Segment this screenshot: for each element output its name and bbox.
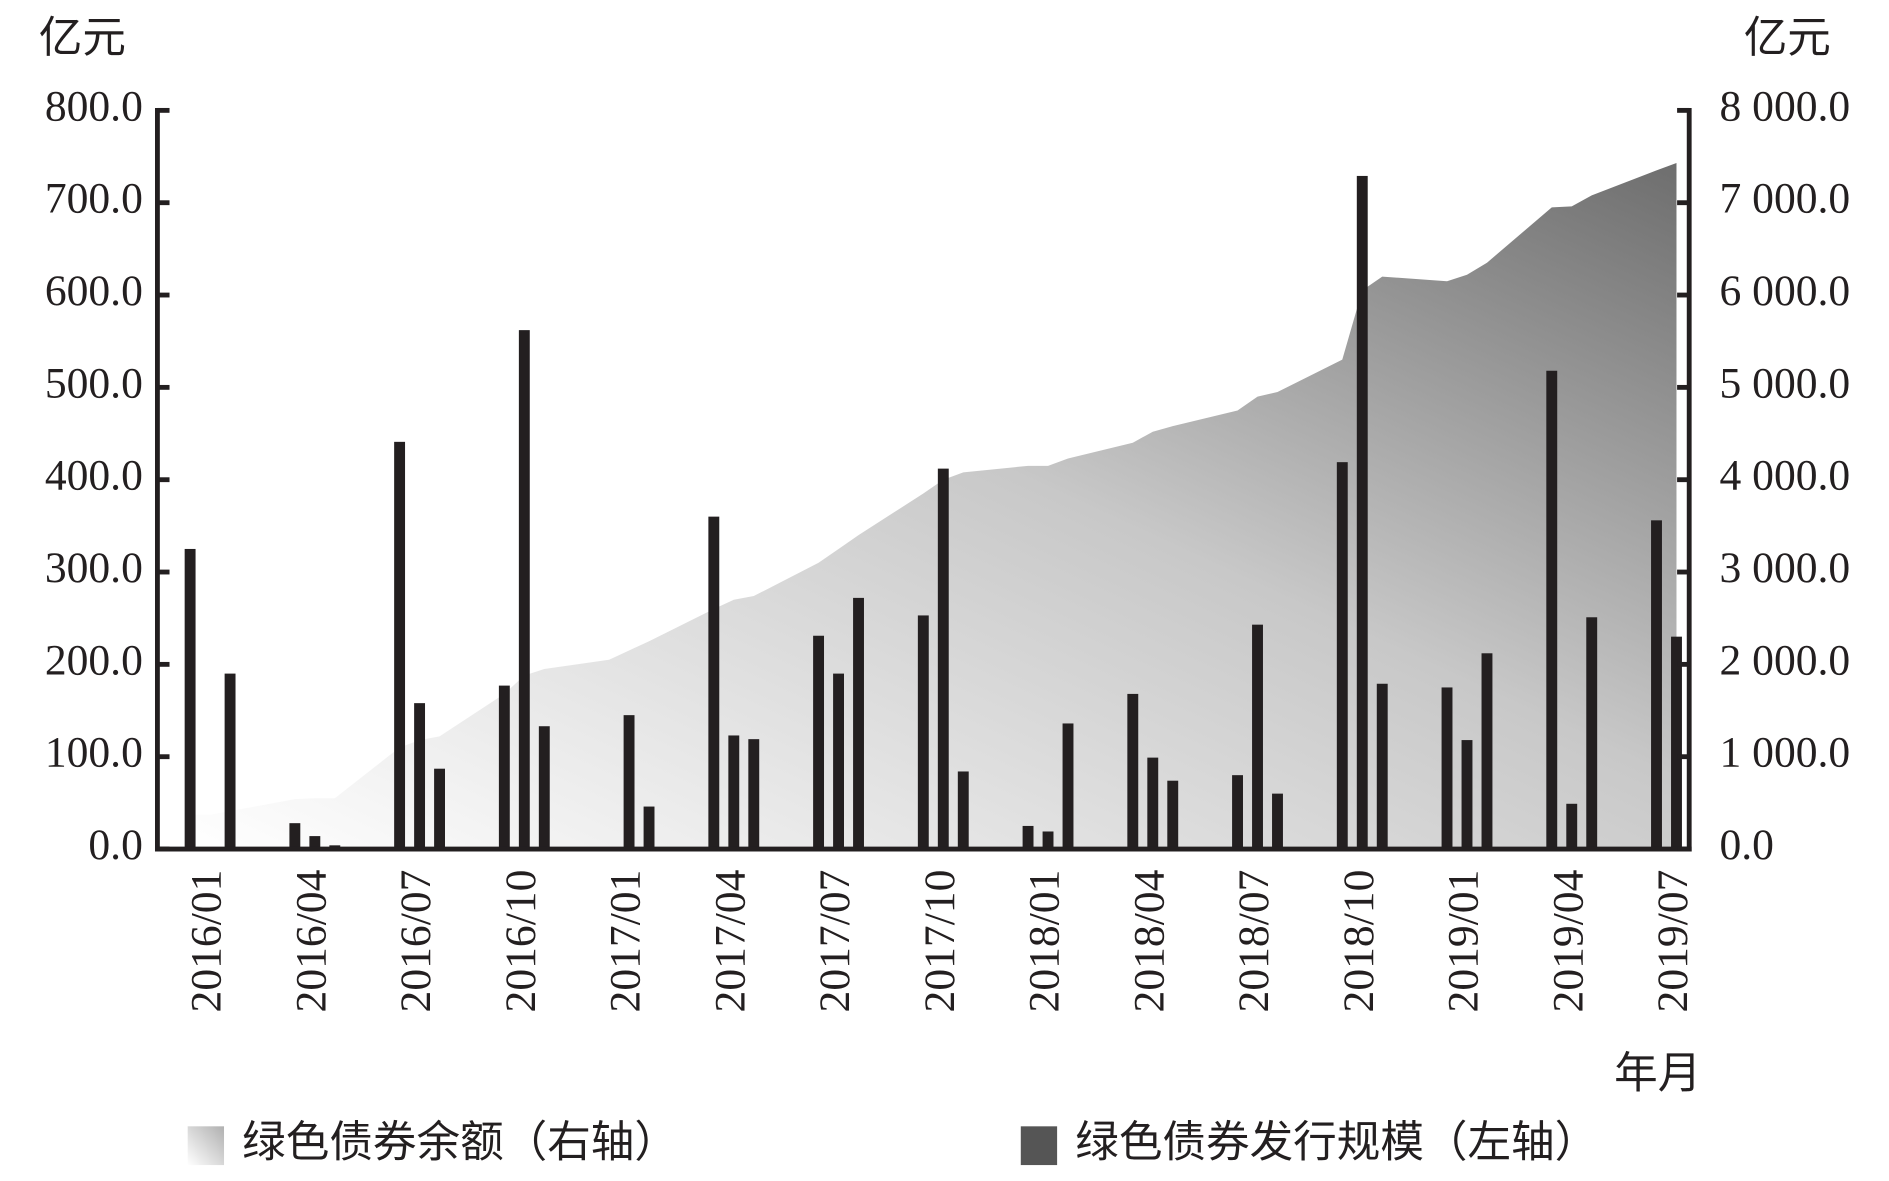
- x-tick-label: 2017/07: [811, 870, 859, 1013]
- bar: [518, 330, 530, 850]
- y2-tick-label: 8 000.0: [1719, 82, 1850, 130]
- x-tick-label: 2016/01: [183, 870, 231, 1013]
- bar: [224, 673, 236, 850]
- y-tick-label: 100.0: [45, 729, 143, 777]
- legend-label: 绿色债券余额（右轴）: [242, 1119, 678, 1167]
- bar: [1651, 520, 1662, 850]
- x-tick-label: 2018/07: [1230, 870, 1278, 1013]
- bar: [1481, 653, 1493, 850]
- y2-axis-label: 亿元: [1744, 15, 1831, 63]
- bar: [1252, 624, 1263, 850]
- bar: [434, 768, 446, 850]
- x-tick-label: 2016/04: [287, 869, 335, 1012]
- bar: [1272, 793, 1283, 850]
- bar: [1022, 825, 1034, 850]
- y-tick-label: 200.0: [45, 636, 143, 684]
- bar: [1461, 740, 1473, 850]
- bar: [1147, 757, 1159, 850]
- y-tick-label: 400.0: [45, 452, 143, 500]
- bar: [833, 673, 844, 850]
- y-tick-label: 700.0: [45, 175, 143, 223]
- bar-layer: [184, 175, 1682, 850]
- x-axis-label: 年月: [1614, 1050, 1701, 1098]
- legend: 绿色债券余额（右轴） 绿色债券发行规模（左轴）: [187, 1119, 1598, 1167]
- bar: [1336, 462, 1348, 850]
- bar: [1127, 693, 1139, 850]
- area-layer: [190, 163, 1677, 850]
- x-tick-label: 2018/04: [1125, 869, 1173, 1012]
- y2-tick-label: 0.0: [1719, 821, 1773, 869]
- bar: [1232, 775, 1243, 850]
- bar: [289, 823, 301, 850]
- legend-swatch: [187, 1126, 225, 1166]
- x-tick-label: 2018/01: [1021, 870, 1069, 1013]
- y-tick-label: 300.0: [45, 544, 143, 592]
- x-tick-label: 2016/07: [392, 870, 440, 1013]
- x-tick-label: 2019/01: [1440, 870, 1488, 1013]
- bar: [957, 771, 969, 850]
- bar: [748, 739, 760, 850]
- bar: [853, 597, 864, 850]
- area: [190, 163, 1677, 850]
- y-axis-label: 亿元: [39, 15, 126, 63]
- bar: [1356, 175, 1368, 850]
- bar: [1062, 723, 1074, 850]
- y2-tick-label: 3 000.0: [1719, 544, 1850, 592]
- bar: [708, 516, 720, 850]
- bar: [498, 685, 510, 850]
- bar: [309, 836, 321, 850]
- y2-tick-label: 6 000.0: [1719, 267, 1850, 315]
- bar: [937, 468, 949, 850]
- bar: [917, 615, 929, 850]
- y-tick-label: 800.0: [45, 82, 143, 130]
- x-tick-label: 2019/04: [1544, 869, 1592, 1012]
- bar: [813, 635, 825, 850]
- bar: [184, 548, 196, 850]
- bar: [394, 441, 406, 850]
- bar: [414, 703, 426, 850]
- y2-tick-label: 4 000.0: [1719, 452, 1850, 500]
- x-tick-label: 2019/07: [1649, 870, 1697, 1013]
- bar: [1671, 636, 1682, 850]
- bar: [1441, 687, 1453, 850]
- y2-tick-label: 2 000.0: [1719, 636, 1850, 684]
- legend-swatch: [1020, 1126, 1058, 1166]
- y2-tick-label: 5 000.0: [1719, 359, 1850, 407]
- bar: [1566, 803, 1578, 850]
- y-tick-label: 600.0: [45, 267, 143, 315]
- bar: [643, 806, 655, 850]
- x-tick-label: 2017/01: [602, 870, 650, 1013]
- x-tick-label: 2016/10: [497, 870, 545, 1013]
- x-tick-label: 2018/10: [1335, 870, 1383, 1013]
- y2-tick-label: 1 000.0: [1719, 729, 1850, 777]
- y-tick-label: 0.0: [88, 821, 142, 869]
- bar: [538, 726, 550, 850]
- bar: [1042, 831, 1054, 850]
- bar: [1586, 617, 1598, 850]
- bar: [623, 715, 635, 850]
- bar: [1167, 780, 1179, 850]
- bar: [728, 735, 740, 850]
- bar: [1546, 370, 1558, 850]
- y2-tick-label: 7 000.0: [1719, 175, 1850, 223]
- y-tick-label: 500.0: [45, 359, 143, 407]
- legend-label: 绿色债券发行规模（左轴）: [1075, 1119, 1598, 1167]
- x-tick-label: 2017/04: [706, 869, 754, 1012]
- x-tick-label: 2017/10: [916, 870, 964, 1013]
- bar: [1376, 683, 1388, 850]
